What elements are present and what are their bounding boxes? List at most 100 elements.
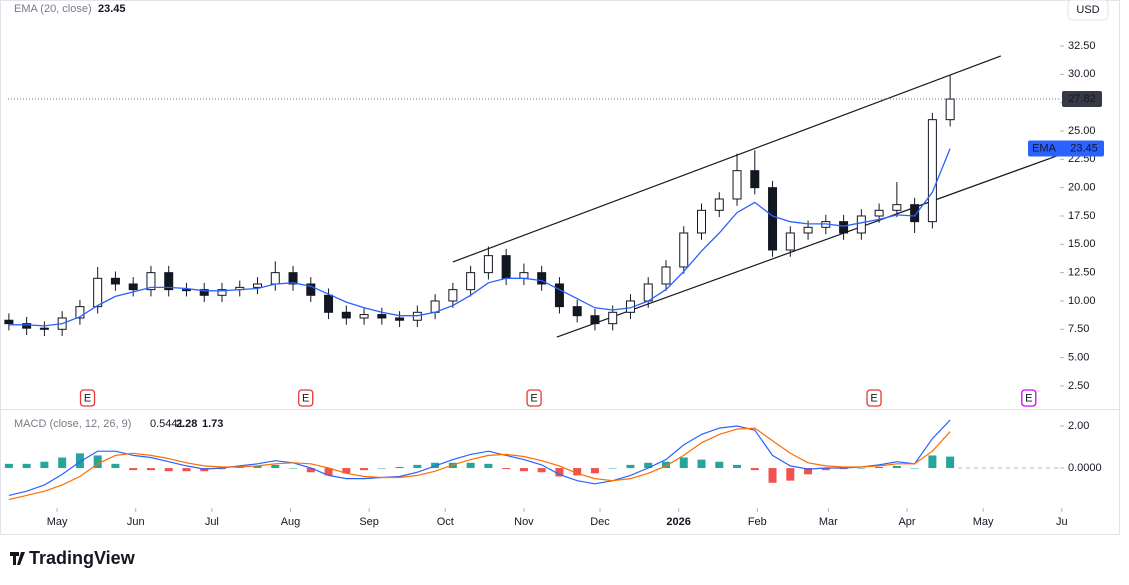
candle-body bbox=[874, 209, 884, 217]
candle-body bbox=[768, 187, 778, 251]
candle-body bbox=[217, 289, 227, 296]
earnings-label: E bbox=[84, 392, 91, 404]
macd-histogram-bar bbox=[271, 464, 280, 469]
x-tick-label: Oct bbox=[437, 516, 454, 528]
candle-body bbox=[93, 277, 103, 308]
y-tick-label: 7.50 bbox=[1068, 323, 1089, 335]
x-tick-label: Jul bbox=[205, 516, 219, 528]
candle-body bbox=[377, 314, 387, 319]
signal-line bbox=[8, 427, 951, 501]
candle-body bbox=[359, 314, 369, 319]
ema-axis-name: EMA bbox=[1032, 142, 1057, 154]
macd-histogram-bar bbox=[502, 468, 511, 470]
x-tick-label: Mar bbox=[819, 516, 838, 528]
x-tick-label: May bbox=[47, 516, 68, 528]
macd-histogram-bar bbox=[768, 468, 777, 483]
candle-body bbox=[110, 277, 120, 285]
main-layer bbox=[4, 75, 955, 501]
macd-histogram-bar bbox=[892, 465, 901, 469]
x-tick-label: Apr bbox=[898, 516, 915, 528]
earnings-marker bbox=[1021, 389, 1037, 407]
earnings-label: E bbox=[1025, 392, 1032, 404]
y-tick-label: 15.00 bbox=[1068, 238, 1096, 250]
last-price-label: 27.82 bbox=[1068, 93, 1096, 105]
macd-histogram-bar bbox=[75, 453, 84, 469]
macd-histogram-bar bbox=[626, 464, 635, 469]
ema-legend[interactable]: EMA (20, close) bbox=[14, 3, 92, 15]
macd-histogram-bar bbox=[22, 463, 31, 469]
candle-body bbox=[910, 204, 920, 223]
macd-histogram-bar bbox=[289, 468, 298, 469]
front-layer: 2.505.007.5010.0012.5015.0017.5020.0022.… bbox=[47, 40, 1104, 528]
macd-histogram-bar bbox=[519, 468, 528, 472]
candle-body bbox=[466, 272, 476, 291]
x-tick-label: Jun bbox=[127, 516, 145, 528]
candle-body bbox=[714, 198, 724, 211]
macd-legend[interactable]: MACD (close, 12, 26, 9) bbox=[14, 418, 131, 430]
macd-histogram-bar bbox=[875, 466, 884, 469]
candle-body bbox=[554, 283, 564, 308]
candle-body bbox=[22, 323, 32, 329]
earnings-label: E bbox=[302, 392, 309, 404]
macd-histogram-bar bbox=[608, 468, 617, 469]
macd-histogram-bar bbox=[395, 466, 404, 469]
x-tick-label: May bbox=[973, 516, 994, 528]
ema-legend-value: 23.45 bbox=[98, 3, 126, 15]
y-tick-label: 10.00 bbox=[1068, 295, 1096, 307]
x-tick-label: 2026 bbox=[666, 516, 690, 528]
candle-body bbox=[679, 232, 689, 268]
candle-body bbox=[4, 319, 14, 325]
logo-text: TradingView bbox=[29, 548, 136, 568]
macd-histogram-bar bbox=[377, 468, 386, 469]
macd-histogram-bar bbox=[253, 465, 262, 469]
y-tick-label: 5.00 bbox=[1068, 352, 1089, 364]
macd-histogram-bar bbox=[413, 464, 422, 469]
candle-body bbox=[341, 311, 351, 319]
candle-body bbox=[306, 283, 316, 296]
trend-line bbox=[452, 55, 1002, 263]
macd-histogram-bar bbox=[573, 468, 582, 476]
candle-body bbox=[608, 311, 618, 325]
candle-body bbox=[750, 170, 760, 189]
macd-histogram-bar bbox=[857, 468, 866, 469]
macd-histogram-bar bbox=[324, 468, 333, 476]
logo[interactable]: TradingView bbox=[10, 548, 136, 568]
candle-body bbox=[483, 255, 493, 274]
candle-body bbox=[75, 306, 85, 319]
macd-histogram-bar bbox=[821, 468, 830, 471]
macd-histogram-bar bbox=[360, 468, 369, 471]
last-price-box bbox=[1062, 91, 1102, 108]
macd-histogram-bar bbox=[697, 459, 706, 469]
macd-histogram-bar bbox=[111, 463, 120, 469]
ema-axis-value: 23.45 bbox=[1070, 142, 1098, 154]
ema-axis-box bbox=[1028, 140, 1104, 157]
candle-body bbox=[270, 272, 280, 285]
trend-line bbox=[556, 154, 1060, 338]
macd-histogram-bar bbox=[129, 468, 138, 471]
x-tick-label: Ju bbox=[1056, 516, 1068, 528]
earnings-marker bbox=[526, 389, 542, 407]
candle-body bbox=[501, 255, 511, 279]
currency[interactable]: USD bbox=[1076, 4, 1099, 16]
candle-body bbox=[572, 306, 582, 317]
macd-hist-value: 0.5441 bbox=[150, 418, 184, 430]
macd-histogram-bar bbox=[679, 457, 688, 469]
macd-y-tick-label: 0.0000 bbox=[1068, 462, 1102, 474]
candle-body bbox=[892, 204, 902, 211]
macd-histogram-bar bbox=[928, 455, 937, 469]
y-tick-label: 20.00 bbox=[1068, 182, 1096, 194]
candle-body bbox=[785, 232, 795, 251]
macd-histogram-bar bbox=[910, 468, 919, 469]
macd-histogram-bar bbox=[342, 468, 351, 474]
y-tick-label: 2.50 bbox=[1068, 380, 1089, 392]
y-tick-label: 25.00 bbox=[1068, 125, 1096, 137]
currency-box[interactable] bbox=[1067, 0, 1109, 21]
y-tick-label: 12.50 bbox=[1068, 267, 1096, 279]
earnings-marker bbox=[866, 389, 882, 407]
macd-line bbox=[8, 419, 951, 496]
x-tick-label: Dec bbox=[590, 516, 610, 528]
candle-body bbox=[590, 315, 600, 325]
candle-body bbox=[945, 98, 955, 121]
macd-histogram-bar bbox=[484, 463, 493, 469]
macd-histogram-bar bbox=[4, 463, 13, 469]
